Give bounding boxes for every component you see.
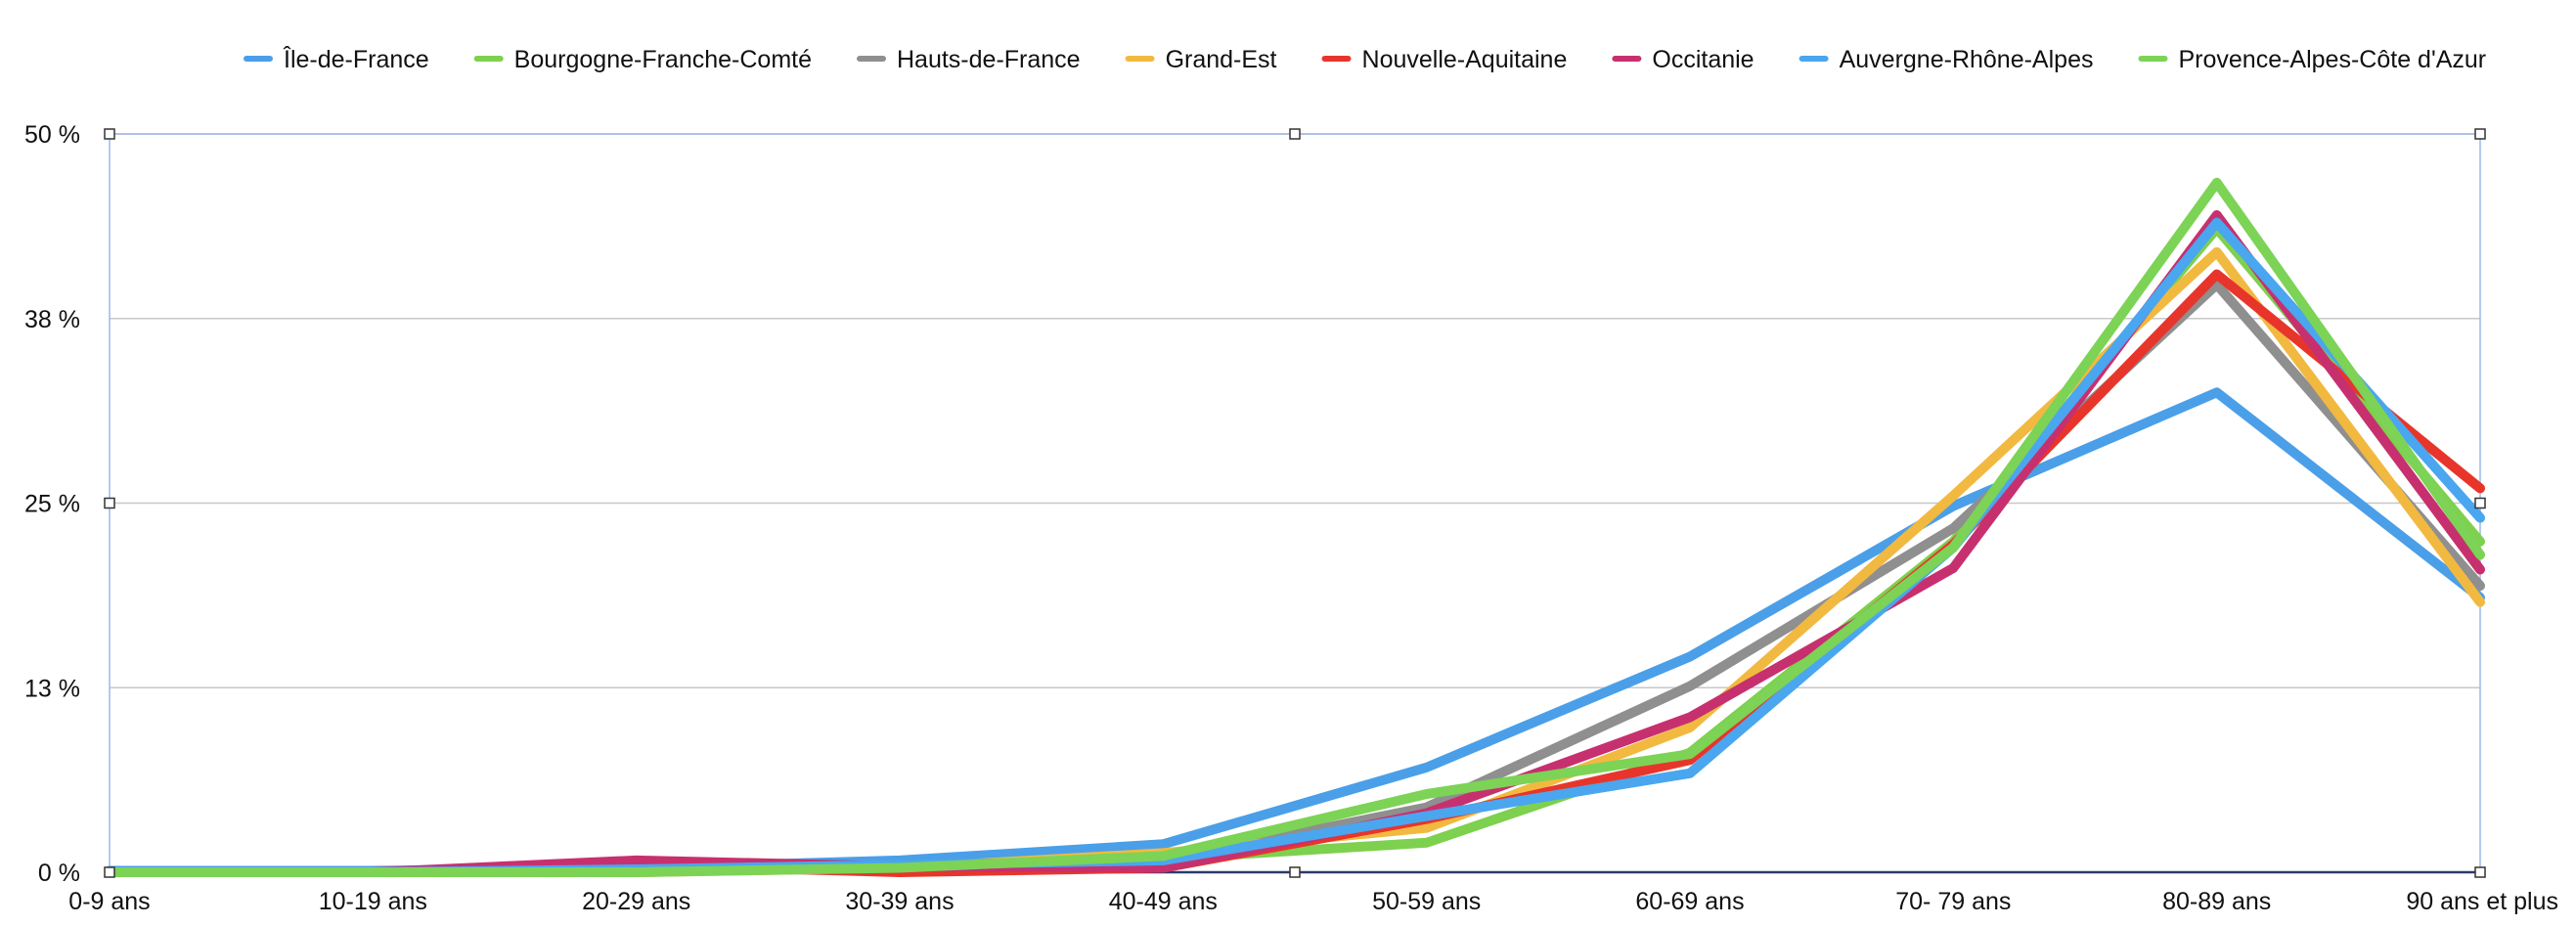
y-tick-label: 38 % — [24, 306, 80, 333]
legend-label: Occitanie — [1652, 46, 1754, 73]
resize-handle[interactable] — [104, 866, 115, 878]
legend-label: Auvergne-Rhône-Alpes — [1840, 46, 2094, 73]
legend-item: Hauts-de-France — [857, 46, 1081, 73]
x-tick-label: 30-39 ans — [845, 888, 954, 915]
legend-item: Grand-Est — [1125, 46, 1277, 73]
series-line-8 — [105, 177, 2485, 877]
legend-item: Île-de-France — [244, 45, 429, 73]
y-tick-label: 0 % — [38, 860, 80, 887]
x-axis: 0-9 ans 10-19 ans 20-29 ans 30-39 ans 40-49 … — [68, 870, 2558, 915]
resize-handle[interactable] — [1289, 128, 1301, 140]
x-tick-label: 40-49 ans — [1109, 888, 1218, 915]
selection-handles[interactable] — [104, 128, 2486, 878]
x-tick-label: 20-29 ans — [582, 888, 690, 915]
series-line-5 — [105, 269, 2485, 877]
x-tick-label: 80-89 ans — [2162, 888, 2271, 915]
x-tick-label: 60-69 ans — [1635, 888, 1744, 915]
legend: Île-de-France Bourgogne-Franche-Comté Haut… — [244, 45, 2486, 73]
legend-item: Nouvelle-Aquitaine — [1321, 46, 1568, 73]
y-tick-label: 25 % — [24, 491, 80, 518]
x-tick-label: 70- 79 ans — [1895, 888, 2011, 915]
series-line-7 — [105, 217, 2485, 877]
legend-item: Bourgogne-Franche-Comté — [473, 46, 812, 73]
y-tick-label: 13 % — [24, 675, 80, 702]
resize-handle[interactable] — [104, 497, 115, 509]
legend-item: Occitanie — [1612, 46, 1754, 73]
legend-label: Île-de-France — [283, 45, 429, 73]
legend-label: Grand-Est — [1166, 46, 1277, 73]
gridlines — [109, 133, 2481, 872]
resize-handle[interactable] — [1289, 866, 1301, 878]
y-tick-label: 50 % — [24, 121, 80, 149]
x-tick-label: 50-59 ans — [1372, 888, 1481, 915]
legend-label: Hauts-de-France — [897, 46, 1081, 73]
x-tick-label: 90 ans et plus — [2406, 888, 2558, 915]
resize-handle[interactable] — [104, 128, 115, 140]
resize-handle[interactable] — [2474, 128, 2486, 140]
x-tick-label: 10-19 ans — [319, 888, 427, 915]
legend-label: Provence-Alpes-Côte d'Azur — [2178, 46, 2486, 73]
resize-handle[interactable] — [2474, 866, 2486, 878]
legend-item: Provence-Alpes-Côte d'Azur — [2138, 46, 2486, 73]
legend-label: Bourgogne-Franche-Comté — [514, 46, 812, 73]
series-line-1 — [105, 387, 2485, 876]
legend-item: Auvergne-Rhône-Alpes — [1799, 46, 2094, 73]
resize-handle[interactable] — [2474, 497, 2486, 509]
series-group — [105, 177, 2485, 877]
x-tick-label: 0-9 ans — [68, 888, 150, 915]
y-axis: 0 % 13 % 25 % 38 % 50 % — [24, 121, 80, 887]
legend-label: Nouvelle-Aquitaine — [1362, 46, 1568, 73]
series-line-2 — [105, 223, 2485, 877]
